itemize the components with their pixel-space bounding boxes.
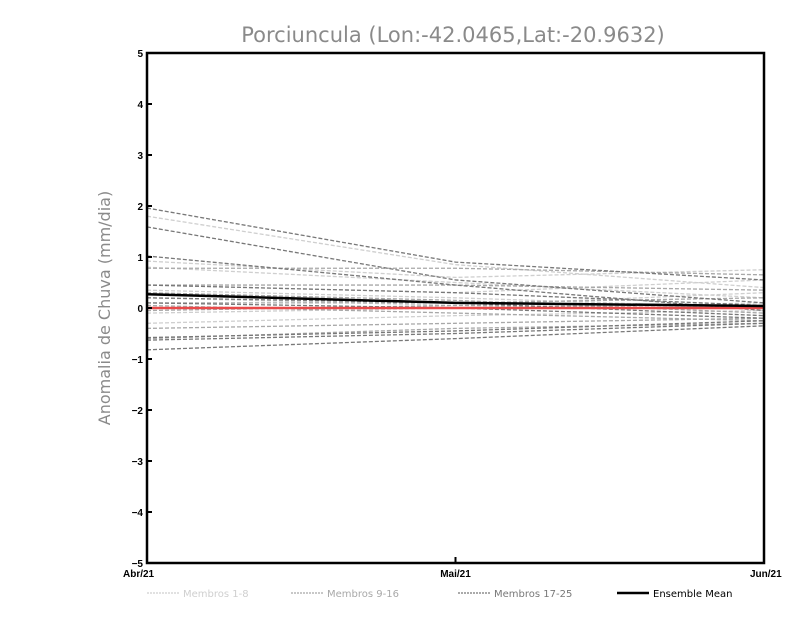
y-tick-label: 2 — [137, 202, 143, 213]
legend-label: Membros 1-8 — [183, 589, 249, 600]
y-axis-label: Anomalia de Chuva (mm/dia) — [95, 191, 114, 425]
y-tick-label: −5 — [132, 559, 144, 570]
member-line-membro-23 — [146, 320, 765, 339]
x-tick-label: Abr/21 — [123, 569, 155, 580]
y-tick-label: −4 — [132, 508, 144, 519]
member-line-membro-8 — [146, 289, 765, 309]
y-tick-label: 1 — [137, 253, 143, 264]
legend-label: Membros 9-16 — [327, 589, 399, 600]
y-tick-label: 0 — [137, 304, 143, 315]
legend-label: Membros 17-25 — [494, 589, 572, 600]
legend-label: Ensemble Mean — [653, 589, 732, 600]
ensemble-mean-line — [146, 292, 765, 308]
member-line-membro-25 — [146, 325, 765, 351]
member-line-membro-18 — [146, 226, 765, 304]
member-line-membro-17 — [146, 207, 765, 281]
member-line-membro-7 — [146, 266, 765, 299]
member-line-membro-24 — [146, 322, 765, 341]
member-line-membro-6 — [146, 309, 765, 324]
x-tick-label: Jun/21 — [750, 569, 782, 580]
member-line-membro-9 — [147, 267, 765, 276]
member-line-membro-1 — [146, 215, 765, 289]
chart-title: Porciuncula (Lon:-42.0465,Lat:-20.9632) — [241, 23, 665, 47]
y-tick-label: −3 — [132, 457, 144, 468]
y-tick-label: 3 — [137, 151, 143, 162]
member-line-membro-19 — [146, 255, 765, 312]
x-tick-label: Mai/21 — [440, 569, 471, 580]
y-tick-label: 4 — [137, 100, 143, 111]
member-line-membro-15 — [146, 292, 765, 314]
member-line-membro-2 — [146, 260, 765, 279]
member-line-membro-20 — [146, 284, 765, 307]
member-line-membro-12 — [146, 317, 765, 330]
y-tick-label: −1 — [132, 355, 144, 366]
y-tick-label: −2 — [132, 406, 144, 417]
y-tick-label: 5 — [137, 49, 143, 60]
